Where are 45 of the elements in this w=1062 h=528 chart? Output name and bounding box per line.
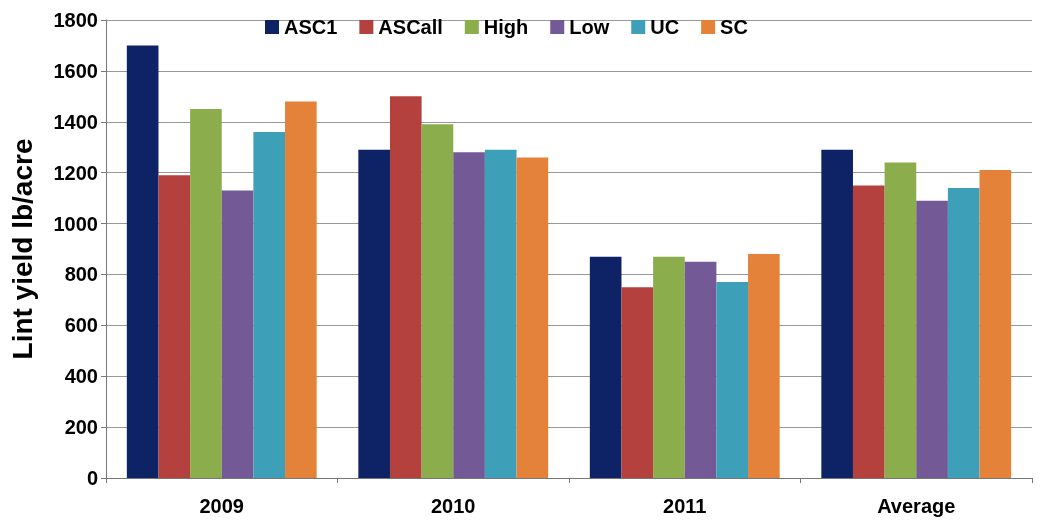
bar bbox=[653, 256, 685, 478]
y-tick-label: 1600 bbox=[53, 59, 98, 82]
bar bbox=[358, 149, 390, 478]
bar bbox=[852, 185, 885, 478]
bar bbox=[748, 254, 780, 478]
y-tick-label: 400 bbox=[64, 365, 98, 388]
bar bbox=[285, 101, 317, 478]
legend-label: High bbox=[483, 16, 529, 38]
bar bbox=[389, 96, 422, 478]
bar bbox=[126, 45, 159, 478]
bar bbox=[916, 200, 948, 478]
legend-label: SC bbox=[720, 16, 748, 38]
x-tick-label: 2009 bbox=[199, 495, 244, 517]
y-tick-label: 200 bbox=[64, 416, 98, 439]
bar bbox=[453, 152, 485, 478]
bar bbox=[253, 131, 286, 478]
y-tick-label: 1200 bbox=[53, 161, 98, 184]
bar bbox=[421, 124, 454, 478]
bar bbox=[821, 149, 853, 478]
y-axis-title: Lint yield lb/acre bbox=[6, 138, 38, 360]
bar bbox=[947, 187, 980, 478]
y-tick-label: 1000 bbox=[53, 212, 98, 235]
y-tick-label: 0 bbox=[86, 467, 98, 489]
legend-label: ASCall bbox=[378, 16, 443, 38]
bar bbox=[221, 190, 254, 478]
legend-label: Low bbox=[569, 16, 610, 38]
bar bbox=[716, 282, 749, 478]
y-tick-label: 1400 bbox=[53, 110, 98, 133]
y-tick-label: 600 bbox=[64, 314, 98, 337]
bar bbox=[484, 149, 517, 478]
x-tick-label: 2011 bbox=[663, 495, 707, 517]
bar bbox=[158, 175, 191, 478]
x-tick-label: Average bbox=[877, 495, 956, 517]
legend-label: UC bbox=[650, 16, 680, 38]
bar bbox=[621, 287, 654, 478]
legend-label: ASC1 bbox=[284, 16, 338, 38]
bar bbox=[684, 261, 717, 478]
y-tick-label: 800 bbox=[64, 263, 98, 286]
bar bbox=[979, 170, 1012, 478]
bar bbox=[516, 157, 549, 478]
y-tick-label: 1800 bbox=[53, 9, 98, 31]
bar bbox=[884, 162, 917, 478]
bar bbox=[190, 109, 222, 478]
bar bbox=[589, 256, 622, 478]
x-tick-label: 2010 bbox=[431, 495, 476, 517]
